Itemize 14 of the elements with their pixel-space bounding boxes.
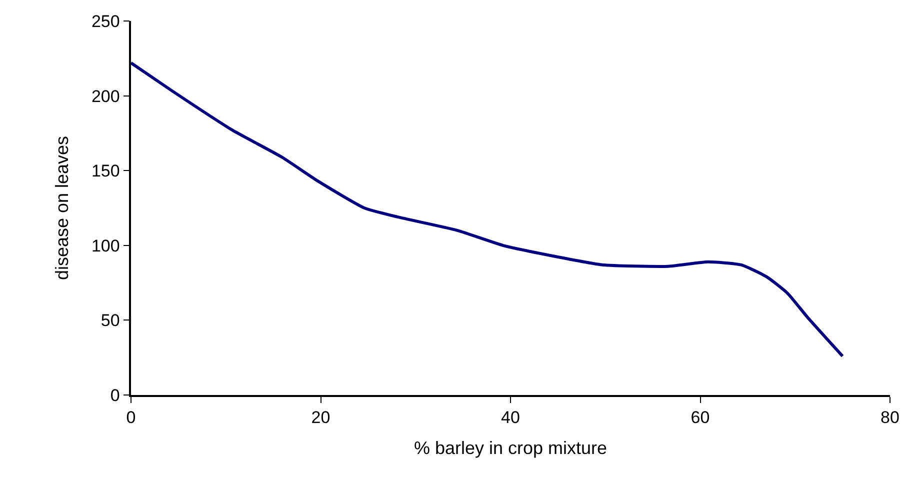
line-series <box>131 61 844 358</box>
y-tick-label: 250 <box>91 12 120 31</box>
y-axis-title: disease on leaves <box>52 136 72 280</box>
x-tick-label: 20 <box>311 408 330 428</box>
x-axis-title: % barley in crop mixture <box>414 438 608 458</box>
x-tick-label: 40 <box>501 408 520 428</box>
x-tick-label: 60 <box>690 408 710 428</box>
y-tick-label: 150 <box>91 162 120 181</box>
x-tick-label: 0 <box>126 408 136 428</box>
y-tick-label: 50 <box>100 311 120 330</box>
y-tick-label: 200 <box>91 86 120 106</box>
x-tick-label: 80 <box>880 408 900 428</box>
y-tick-label: 0 <box>110 386 120 405</box>
y-tick-label: 100 <box>91 236 120 256</box>
